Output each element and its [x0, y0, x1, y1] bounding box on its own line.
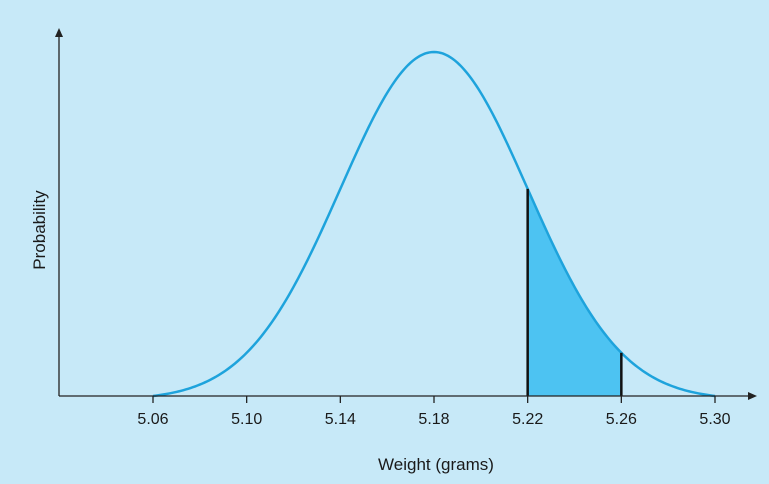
x-tick-label: 5.18	[418, 411, 449, 428]
x-tick-label: 5.14	[325, 411, 356, 428]
y-axis-label: Probability	[30, 190, 49, 270]
normal-curve	[152, 50, 716, 398]
y-axis-arrowhead	[55, 28, 63, 37]
x-tick-label: 5.10	[231, 411, 262, 428]
x-tick-label: 5.26	[606, 411, 637, 428]
x-tick-label: 5.22	[512, 411, 543, 428]
x-tick-label: 5.06	[137, 411, 168, 428]
x-tick-label: 5.30	[699, 411, 730, 428]
x-axis-label: Weight (grams)	[378, 455, 494, 474]
x-axis-arrowhead	[748, 392, 757, 400]
